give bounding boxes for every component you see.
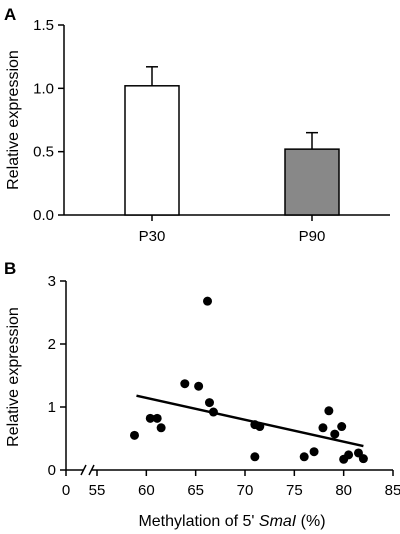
panel-b-data-point — [129, 430, 139, 440]
panel-a-y-ticks: 0.0 0.5 1.0 1.5 — [33, 17, 64, 224]
panel-b-data-point — [250, 452, 260, 462]
panel-b-data-point — [337, 422, 347, 432]
panel-b-data-point — [194, 381, 204, 391]
panel-b-data-point — [299, 452, 309, 462]
panel-b-y-axis-label: Relative expression — [5, 307, 22, 447]
panel-b-x-tick-label: 55 — [89, 482, 106, 499]
panel-b-x-tick-label: 0 — [62, 482, 70, 499]
panel-b-x-tick-label: 70 — [237, 482, 254, 499]
panel-a-label: A — [4, 5, 16, 24]
panel-b-x-tick-label: 65 — [187, 482, 204, 499]
panel-a-y-tick-label: 0.5 — [33, 144, 54, 161]
panel-b-data-point — [255, 422, 265, 432]
panel-a-axes — [63, 25, 390, 216]
panel-b-trendline-group — [136, 394, 364, 448]
panel-a-y-tick-label: 0.0 — [33, 207, 54, 224]
panel-b-axes — [65, 281, 393, 476]
panel-b-y-tick-label: 2 — [48, 336, 56, 353]
panel-b-data-point — [324, 406, 334, 416]
panel-b-y-ticks: 0 1 2 3 — [48, 273, 66, 479]
panel-a-bar-p30 — [124, 85, 180, 216]
panel-b-x-tick-label: 75 — [286, 482, 303, 499]
panel-b-points — [129, 296, 368, 464]
panel-a-x-labels: P30 P90 — [139, 215, 326, 245]
panel-b-data-point — [318, 423, 328, 433]
panel-a-bars — [124, 66, 340, 216]
panel-a-y-tick-label: 1.0 — [33, 80, 54, 97]
panel-b-data-point — [156, 423, 166, 433]
panel-b-y-tick-label: 1 — [48, 399, 56, 416]
panel-b-x-tick-label: 80 — [335, 482, 352, 499]
panel-b-y-tick-label: 3 — [48, 273, 56, 290]
panel-a-bar-p90 — [284, 148, 340, 216]
panel-b-data-point — [358, 454, 368, 464]
panel-b-x-tick-label: 60 — [138, 482, 155, 499]
panel-b-data-point — [180, 379, 190, 389]
panel-a-x-tick-label: P30 — [139, 228, 166, 245]
panel-a-x-tick-label: P90 — [299, 228, 326, 245]
panel-b-axis-break-mark — [80, 464, 87, 476]
panel-a: A Relative expression 0.0 0.5 1.0 1.5 P30 P9… — [4, 5, 390, 245]
panel-b-axis-break-mark — [88, 464, 95, 476]
panel-b-label: B — [4, 259, 16, 278]
panel-a-y-axis-label: Relative expression — [5, 50, 22, 190]
panel-b-x-axis-label: Methylation of 5' SmaI (%) — [138, 513, 325, 530]
panel-b-data-point — [344, 450, 354, 460]
panel-b: B Relative expression 0 1 2 3 0 55 60 65 70 75 80… — [4, 259, 400, 530]
panel-b-data-point — [203, 296, 213, 306]
panel-b-data-point — [309, 447, 319, 457]
panel-b-y-tick-label: 0 — [48, 462, 56, 479]
panel-a-y-tick-label: 1.5 — [33, 17, 54, 34]
panel-b-x-ticks: 0 55 60 65 70 75 80 85 — [62, 470, 400, 499]
panel-b-data-point — [330, 429, 340, 439]
panel-b-data-point — [208, 407, 218, 417]
panel-b-x-tick-label: 85 — [385, 482, 400, 499]
panel-b-data-point — [145, 413, 155, 423]
panel-b-trendline — [136, 394, 364, 448]
panel-b-data-point — [204, 398, 214, 408]
panel-b-data-point — [152, 413, 162, 423]
